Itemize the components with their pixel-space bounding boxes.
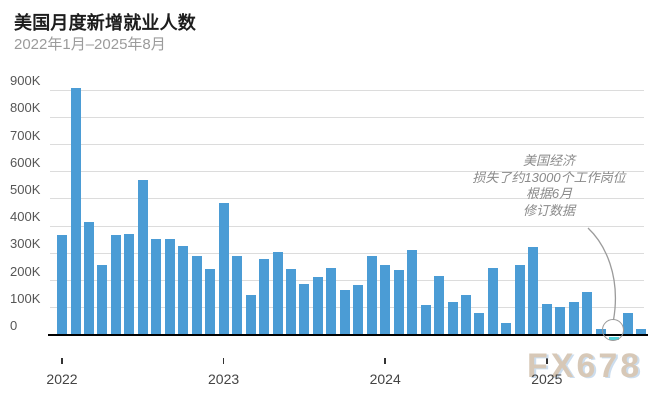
x-axis-label-2023: 2023 [208,371,240,387]
highlight-circle [602,319,624,341]
gridline-700K [50,144,644,145]
bar-2025-02 [555,306,566,335]
annotation-line: 美国经济 [522,153,575,168]
bar-2023-05 [272,252,283,335]
bar-2023-01 [218,203,229,335]
bar-2023-12 [366,255,377,335]
bar-2025-03 [568,301,579,335]
bar-2024-11 [514,264,525,335]
x-axis-tick-2024 [384,358,386,364]
bar-2024-12 [528,247,539,335]
bar-2022-02 [70,88,81,335]
annotation-text: 美国经济 损失了约13000个工作岗位 根据6月 修订数据 [448,153,650,219]
bar-2023-09 [326,267,337,335]
bar-2024-02 [393,270,404,335]
bar-2022-07 [137,179,148,335]
bar-2023-10 [339,289,350,335]
x-axis-label-2024: 2024 [369,371,401,387]
y-axis-label: 500K [10,181,41,197]
bar-2024-03 [407,250,418,335]
bar-2023-07 [299,284,310,335]
watermark: FX678 [527,347,643,385]
bar-2022-08 [151,238,162,335]
bar-2024-07 [461,295,471,335]
bar-2024-05 [434,275,444,335]
bar-2023-11 [353,285,364,335]
x-axis-tick-2022 [61,358,63,364]
y-axis-label: 0 [10,318,18,333]
gridline-200K [50,280,644,282]
bar-2022-09 [164,239,175,335]
bar-2022-10 [178,246,189,335]
bar-2022-01 [57,235,67,335]
x-axis-label-2025: 2025 [531,371,563,387]
y-axis-label: 900K [10,73,41,88]
x-axis-line [48,334,648,336]
x-axis-tick-2025 [546,358,548,364]
bar-2024-10 [501,322,512,335]
bar-2022-06 [124,233,135,335]
bar-2023-08 [312,277,323,335]
bar-2022-11 [191,255,202,335]
bar-2024-09 [487,267,498,335]
bar-2023-02 [232,256,243,335]
y-axis-label: 800K [10,100,41,116]
bar-2023-04 [259,258,269,335]
y-axis-label: 700K [10,127,41,143]
x-axis-label-2022: 2022 [46,371,78,387]
annotation-line: 根据6月 [525,186,573,201]
gridline-300K [50,252,644,254]
gridline-900K [50,89,644,91]
bar-2025-07 [622,313,633,335]
bar-2025-05 [595,329,606,335]
y-axis-label: 300K [10,236,41,252]
bar-2025-08 [636,328,646,335]
y-axis-label: 400K [10,209,41,225]
bar-2024-04 [420,305,431,335]
bar-2024-08 [474,313,485,335]
annotation-line: 损失了约13000个工作岗位 [472,169,626,185]
bar-2025-01 [541,304,552,335]
gridline-600K [50,171,644,173]
bar-2023-03 [245,294,256,335]
bar-2022-04 [97,265,108,335]
chart-title: 美国月度新增就业人数 [14,13,196,33]
bar-2024-01 [380,264,391,335]
gridline-500K [50,198,644,200]
gridline-400K [50,225,644,227]
bar-2023-06 [285,269,296,335]
y-axis-label: 100K [10,290,41,306]
chart-subtitle: 2022年1月–2025年8月 [14,36,166,53]
bar-2024-06 [447,302,458,335]
annotation-line: 修订数据 [522,202,575,218]
bar-2022-12 [205,269,216,335]
bar-2025-04 [582,291,593,335]
x-axis-tick-2023 [222,358,225,364]
bar-2022-03 [83,221,94,335]
gridline-800K [50,116,644,118]
bar-2022-05 [110,235,121,335]
y-axis-label: 200K [10,263,41,279]
y-axis-label: 600K [10,154,41,170]
